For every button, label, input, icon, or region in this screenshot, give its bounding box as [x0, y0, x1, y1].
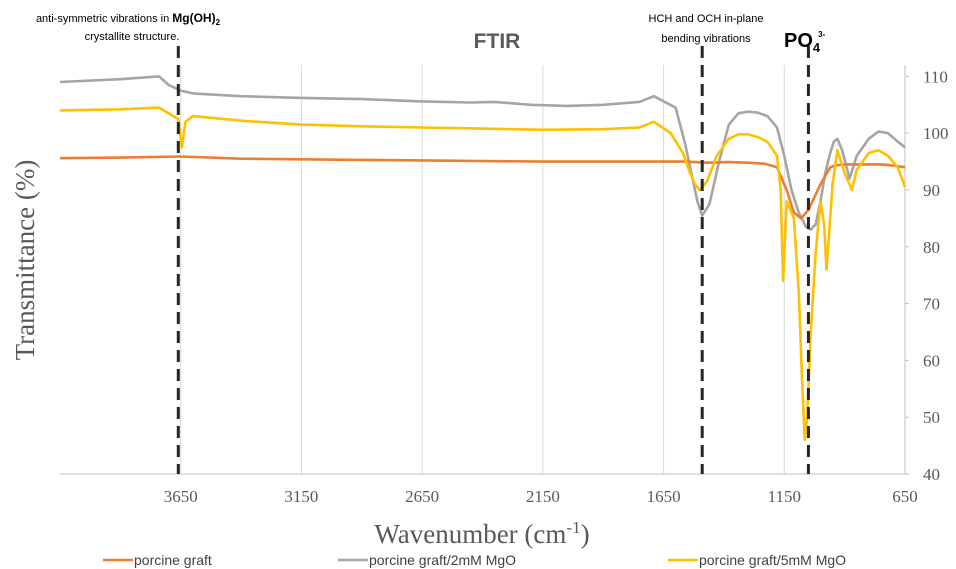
y-tick-70: 70 [923, 295, 940, 314]
chart-title: FTIR [474, 30, 521, 53]
y-tick-80: 80 [923, 238, 940, 257]
x-tick-labels: 3650 3150 2650 2150 1650 1150 650 [164, 487, 918, 506]
x-tick-650: 650 [892, 487, 918, 506]
x-tick-1150: 1150 [768, 487, 801, 506]
annotation-hch-line2: bending vibrations [661, 33, 751, 45]
x-tick-3650: 3650 [164, 487, 198, 506]
series-line-porcine-graft-2mm-mgo [59, 75, 906, 231]
x-axis-label: Wavenumber (cm-1) [374, 518, 589, 549]
series-line-porcine-graft [59, 155, 906, 220]
legend-item-porcine-graft: porcine graft [103, 552, 212, 568]
annotation-hch-line1: HCH and OCH in-plane [649, 13, 764, 25]
x-tick-1650: 1650 [647, 487, 681, 506]
y-tick-90: 90 [923, 181, 940, 200]
legend-label-porcine-graft: porcine graft [134, 552, 212, 568]
series-line-porcine-graft-5mm-mgo [59, 106, 907, 442]
y-tick-40: 40 [923, 465, 940, 484]
y-tick-50: 50 [923, 408, 940, 427]
legend-label-2mm-mgo: porcine graft/2mM MgO [369, 552, 516, 568]
y-tick-100: 100 [923, 124, 949, 143]
annotation-mgoh2-line1: anti-symmetric vibrations in Mg(OH)2 [36, 11, 221, 27]
x-tick-2650: 2650 [405, 487, 439, 506]
x-tick-3150: 3150 [284, 487, 318, 506]
annotation-mgoh2-line2: crystallite structure. [85, 31, 180, 43]
y-tick-labels: 40 50 60 70 80 90 100 110 [905, 67, 949, 484]
y-tick-110: 110 [923, 67, 948, 86]
axes [60, 65, 906, 475]
legend-label-5mm-mgo: porcine graft/5mM MgO [699, 552, 846, 568]
y-tick-60: 60 [923, 351, 940, 370]
legend: porcine graft porcine graft/2mM MgO porc… [103, 552, 846, 568]
annotation-po4: PO43- [784, 30, 826, 55]
x-tick-2150: 2150 [526, 487, 560, 506]
series-lines [59, 75, 907, 442]
annotation-dashed-lines [176, 46, 810, 474]
legend-item-5mm-mgo: porcine graft/5mM MgO [668, 552, 846, 568]
legend-item-2mm-mgo: porcine graft/2mM MgO [338, 552, 516, 568]
y-axis-label: Transmittance (%) [10, 160, 40, 361]
